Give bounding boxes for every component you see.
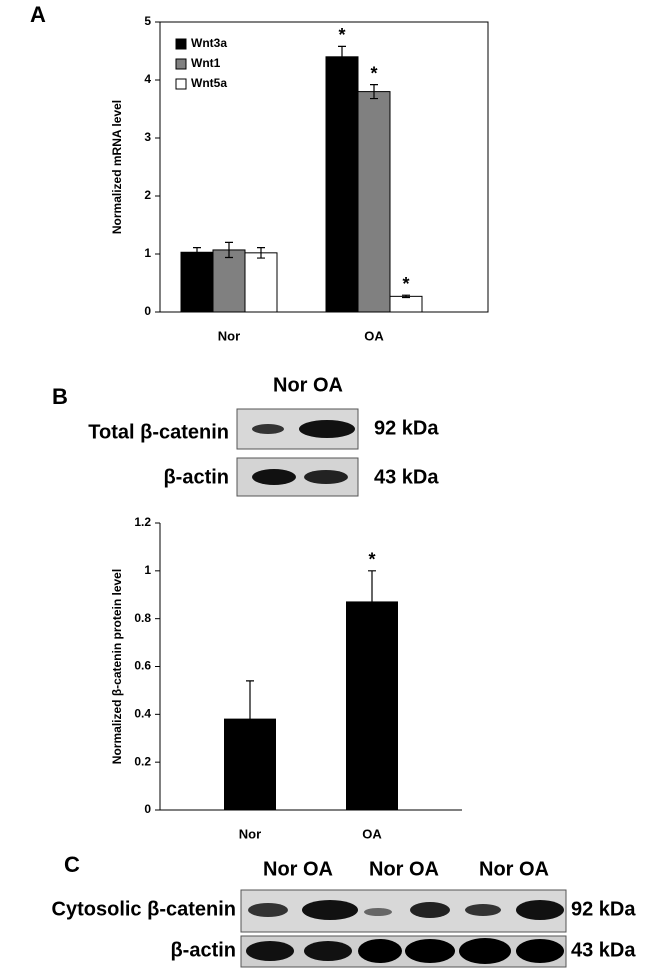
- blot-size: 92 kDa: [571, 898, 636, 920]
- significance-mark: *: [368, 550, 375, 570]
- y-tick-label: 4: [144, 72, 151, 86]
- panel-label: C: [64, 852, 80, 877]
- bar: [180, 251, 214, 313]
- error-bar: [193, 247, 201, 258]
- y-tick-label: 0.4: [134, 707, 151, 721]
- y-axis-title: Normalized β-catenin protein level: [110, 569, 124, 764]
- error-bar: [225, 241, 233, 259]
- y-tick-label: 3: [144, 130, 151, 144]
- blot-size: 43 kDa: [374, 466, 439, 488]
- legend-label: Wnt1: [191, 56, 221, 70]
- error-bar: [368, 570, 376, 634]
- bar: [389, 295, 423, 313]
- lane-header: Nor OA: [263, 858, 333, 880]
- legend-label: Wnt5a: [191, 76, 227, 90]
- blot-image: [240, 889, 567, 968]
- y-tick-label: 1.2: [134, 515, 151, 529]
- error-bar: [257, 247, 265, 259]
- panel-label: B: [52, 384, 68, 409]
- y-axis-title: Normalized mRNA level: [110, 100, 124, 234]
- legend-swatch: [175, 38, 187, 50]
- y-tick-label: 0.2: [134, 754, 151, 768]
- lane-header: Nor OA: [369, 858, 439, 880]
- lane-header: Nor OA: [479, 858, 549, 880]
- blot-size: 92 kDa: [374, 417, 439, 439]
- legend-label: Wnt3a: [191, 36, 227, 50]
- bar: [346, 601, 398, 811]
- x-tick-label: OA: [364, 328, 384, 343]
- y-tick-label: 2: [144, 188, 151, 202]
- error-bar: [402, 294, 410, 299]
- y-tick-label: 0: [144, 802, 151, 816]
- y-tick-label: 0: [144, 304, 151, 318]
- x-tick-label: Nor: [239, 826, 261, 841]
- y-tick-label: 0.6: [134, 659, 151, 673]
- bar: [325, 56, 359, 313]
- bar: [357, 91, 391, 313]
- x-tick-label: Nor: [218, 328, 240, 343]
- lane-header: Nor OA: [273, 374, 343, 396]
- blot-row-label: Cytosolic β-catenin: [52, 898, 236, 920]
- significance-mark: *: [370, 63, 377, 83]
- plot-frame: [159, 21, 489, 313]
- error-bar: [338, 45, 346, 68]
- y-tick-label: 5: [144, 14, 151, 28]
- legend-swatch: [175, 58, 187, 70]
- y-tick-label: 1: [144, 563, 151, 577]
- y-tick-label: 0.8: [134, 611, 151, 625]
- bar: [212, 249, 246, 313]
- error-bar: [370, 84, 378, 100]
- blot-row-label: Total β-catenin: [88, 421, 229, 443]
- significance-mark: *: [402, 274, 409, 294]
- blot-size: 43 kDa: [571, 939, 636, 961]
- y-tick-label: 1: [144, 246, 151, 260]
- error-bar: [246, 680, 254, 758]
- axes: [159, 523, 462, 811]
- significance-mark: *: [338, 25, 345, 45]
- blot-image: [236, 408, 359, 497]
- legend-swatch: [175, 78, 187, 90]
- panel-label: A: [30, 2, 46, 27]
- blot-row-label: β-actin: [163, 466, 229, 488]
- bar: [244, 252, 278, 313]
- blot-row-label: β-actin: [170, 939, 236, 961]
- x-tick-label: OA: [362, 826, 382, 841]
